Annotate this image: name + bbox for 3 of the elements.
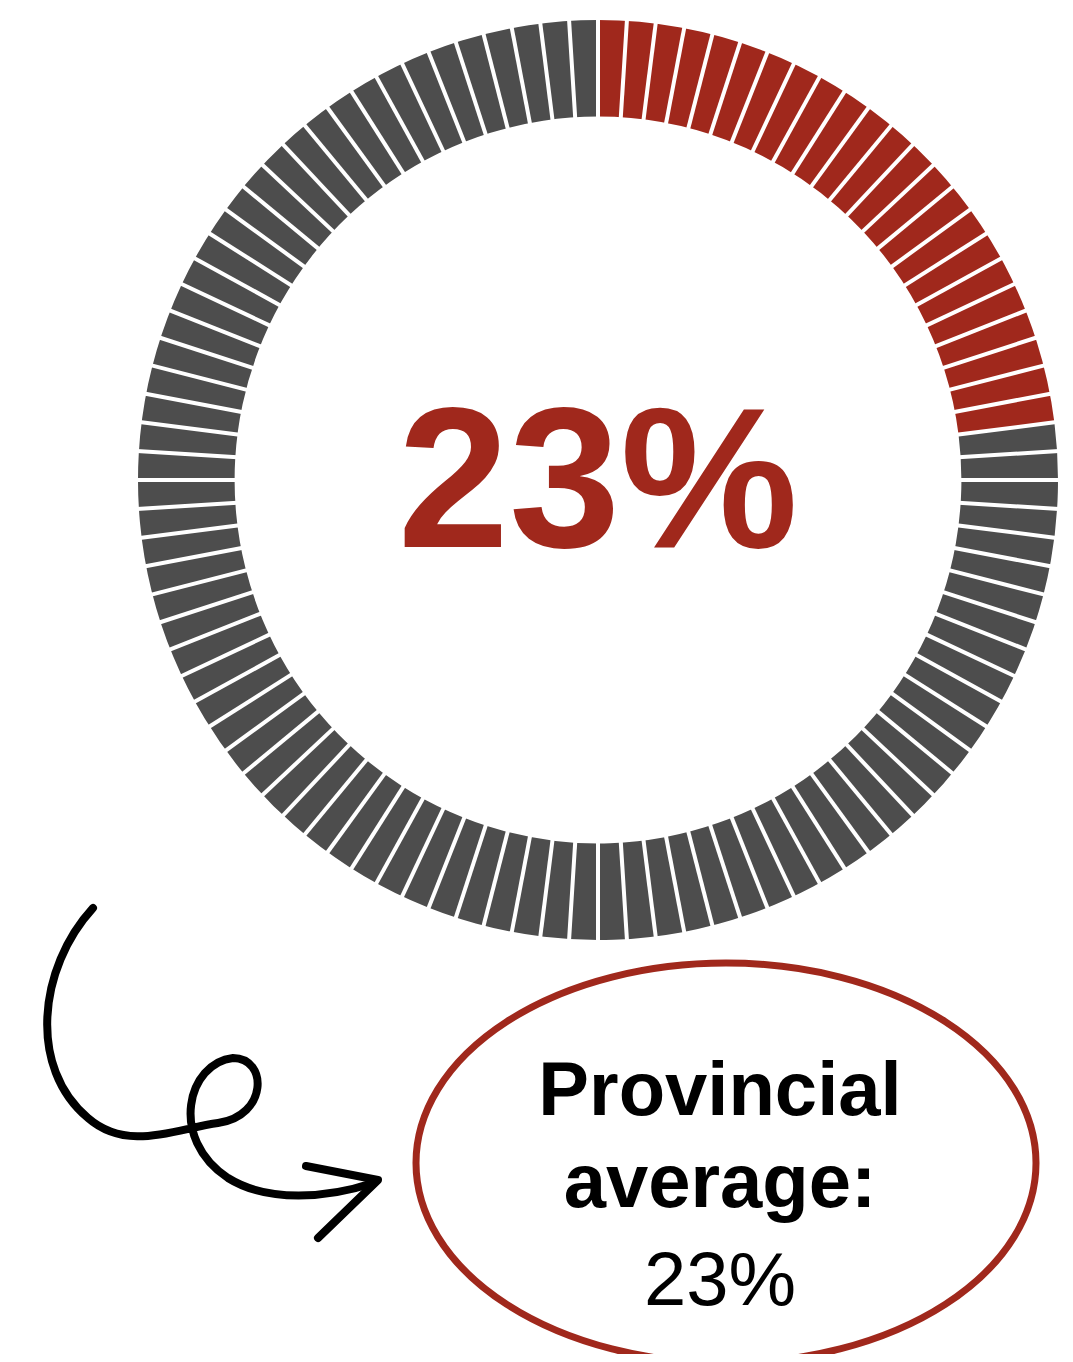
text: 23% (396, 366, 800, 589)
text: 23% (642, 1235, 798, 1323)
text: Provincial average: (537, 1045, 903, 1225)
